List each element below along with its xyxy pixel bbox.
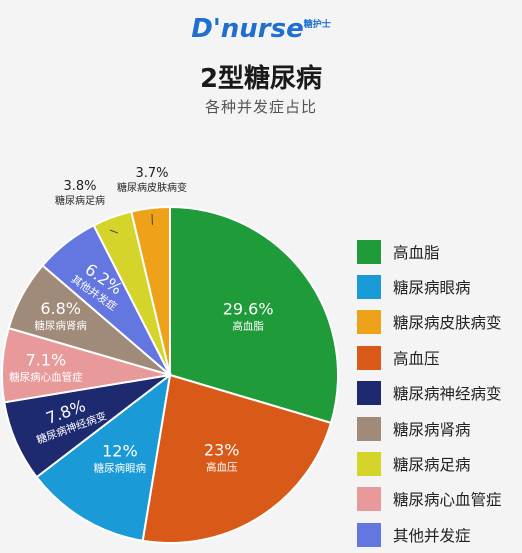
callout-name-label: 糖尿病足病	[55, 194, 105, 207]
legend-item: 高血压	[357, 340, 502, 375]
legend-swatch	[357, 275, 381, 299]
legend-swatch	[357, 240, 381, 264]
legend-item: 糖尿病皮肤病变	[357, 305, 502, 340]
legend-label: 糖尿病肾病	[393, 418, 471, 440]
callout-name-label: 糖尿病皮肤病变	[117, 181, 187, 194]
slice-name-label: 糖尿病心血管症	[9, 371, 83, 384]
legend-swatch	[357, 417, 381, 441]
legend-swatch	[357, 381, 381, 405]
legend-swatch	[357, 346, 381, 370]
legend-swatch	[357, 452, 381, 476]
legend-swatch	[357, 523, 381, 547]
legend-label: 其他并发症	[393, 524, 471, 546]
slice-label-group: 23%高血压	[204, 441, 240, 474]
legend-item: 糖尿病肾病	[357, 411, 502, 446]
slice-percent-label: 7.1%	[26, 351, 67, 370]
legend-item: 糖尿病足病	[357, 446, 502, 481]
slice-percent-label: 29.6%	[223, 300, 274, 319]
legend-label: 糖尿病神经病变	[393, 382, 502, 404]
chart-legend: 高血脂糖尿病眼病糖尿病皮肤病变高血压糖尿病神经病变糖尿病肾病糖尿病足病糖尿病心血…	[357, 234, 502, 553]
legend-swatch	[357, 487, 381, 511]
legend-label: 高血脂	[393, 241, 440, 263]
legend-item: 糖尿病心血管症	[357, 482, 502, 517]
slice-name-label: 糖尿病眼病	[94, 462, 147, 475]
slice-name-label: 高血压	[206, 461, 238, 474]
slice-percent-label: 23%	[204, 441, 240, 460]
callout-percent-label: 3.8%	[63, 179, 96, 194]
slice-percent-label: 12%	[102, 442, 138, 461]
slice-name-label: 高血脂	[232, 320, 264, 333]
legend-item: 糖尿病眼病	[357, 269, 502, 304]
legend-label: 高血压	[393, 347, 440, 369]
legend-label: 糖尿病眼病	[393, 276, 471, 298]
legend-item: 其他并发症	[357, 517, 502, 552]
legend-item: 糖尿病神经病变	[357, 376, 502, 411]
slice-label-group: 6.8%糖尿病肾病	[34, 299, 87, 332]
legend-label: 糖尿病心血管症	[393, 488, 502, 510]
callout-percent-label: 3.7%	[135, 166, 168, 181]
legend-item: 高血脂	[357, 234, 502, 269]
slice-percent-label: 6.8%	[40, 299, 81, 318]
legend-label: 糖尿病皮肤病变	[393, 311, 502, 333]
legend-label: 糖尿病足病	[393, 453, 471, 475]
slice-name-label: 糖尿病肾病	[34, 319, 87, 332]
legend-swatch	[357, 310, 381, 334]
